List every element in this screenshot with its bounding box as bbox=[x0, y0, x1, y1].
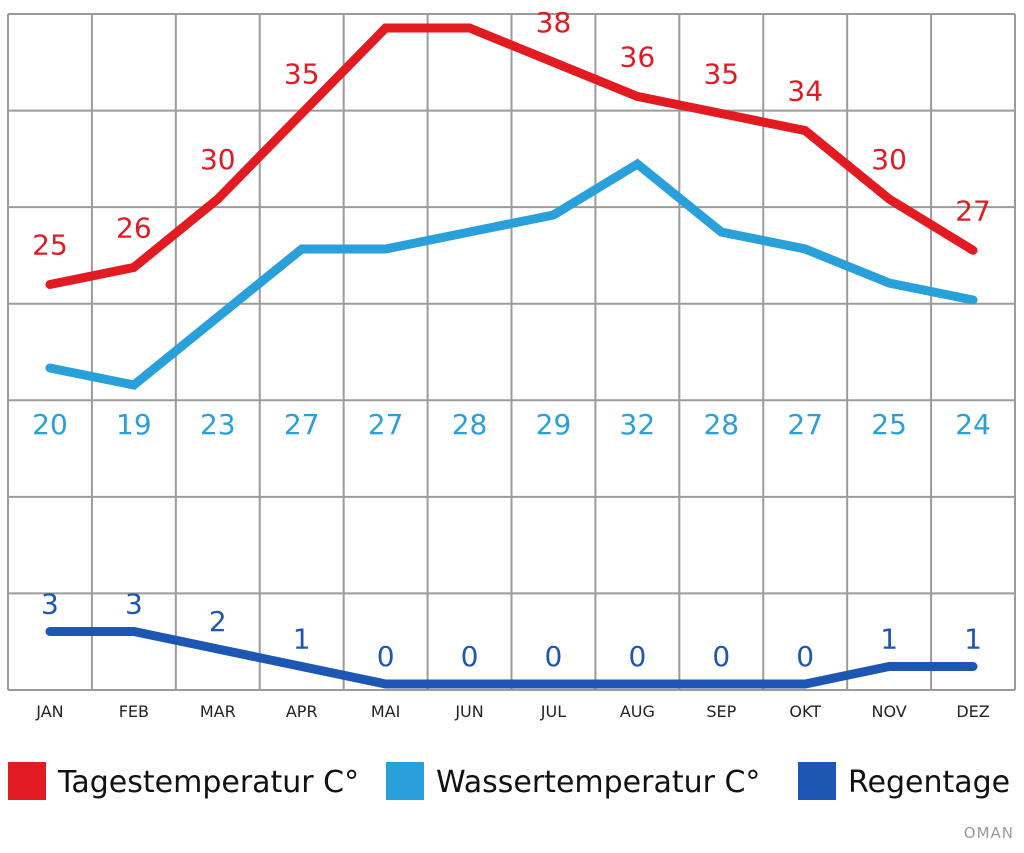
day-temp-label: 30 bbox=[871, 143, 907, 176]
rain-days-label: 3 bbox=[41, 588, 59, 621]
water-temp-label: 28 bbox=[452, 408, 488, 441]
x-tick-label: JAN bbox=[35, 702, 63, 721]
legend-label: Wassertemperatur C° bbox=[436, 765, 760, 800]
water-temp-label: 28 bbox=[703, 408, 739, 441]
x-tick-label: NOV bbox=[872, 702, 907, 721]
water-temp-label: 29 bbox=[536, 408, 572, 441]
x-tick-label: FEB bbox=[119, 702, 149, 721]
water-temp-label: 20 bbox=[32, 408, 68, 441]
x-tick-label: OKT bbox=[789, 702, 821, 721]
day-temp-label: 40 bbox=[368, 0, 404, 5]
day-temp-label: 25 bbox=[32, 229, 68, 262]
rain-days-label: 2 bbox=[209, 605, 227, 638]
water-temp-label: 27 bbox=[368, 408, 404, 441]
x-tick-label: APR bbox=[286, 702, 318, 721]
x-axis-ticks: JAN FEB MAR APR MAI JUN JUL AUG SEP OKT NOV DEZ bbox=[35, 702, 989, 721]
day-temp-label: 26 bbox=[116, 211, 152, 244]
rain-days-label: 1 bbox=[293, 623, 311, 656]
day-temp-label: 38 bbox=[536, 6, 572, 39]
rain-days-line bbox=[45, 627, 978, 689]
water-temp-label: 25 bbox=[871, 408, 907, 441]
rain-days-label: 0 bbox=[545, 640, 563, 673]
chart-grid bbox=[7, 13, 1016, 691]
legend-label: Regentage bbox=[848, 765, 1010, 800]
day-temp-label: 34 bbox=[787, 75, 823, 108]
day-temp-label: 36 bbox=[620, 40, 656, 73]
water-temp-line bbox=[45, 158, 978, 390]
x-tick-label: SEP bbox=[706, 702, 736, 721]
rain-days-label: 0 bbox=[377, 640, 395, 673]
day-temp-label: 27 bbox=[955, 194, 991, 227]
rain-days-label: 0 bbox=[628, 640, 646, 673]
legend: Tagestemperatur C° Wassertemperatur C° Reg… bbox=[8, 762, 1010, 800]
watermark: OMAN bbox=[964, 824, 1014, 842]
rain-days-label: 0 bbox=[712, 640, 730, 673]
legend-label: Tagestemperatur C° bbox=[57, 765, 359, 800]
rain-days-label: 0 bbox=[461, 640, 479, 673]
day-temp-label: 30 bbox=[200, 143, 236, 176]
x-tick-label: JUN bbox=[454, 702, 483, 721]
water-temp-label: 23 bbox=[200, 408, 236, 441]
water-temp-label: 27 bbox=[787, 408, 823, 441]
rain-days-label: 1 bbox=[880, 623, 898, 656]
day-temp-label: 40 bbox=[452, 0, 488, 5]
series-lines bbox=[45, 23, 978, 689]
x-tick-label: MAI bbox=[371, 702, 400, 721]
legend-swatch bbox=[798, 762, 836, 800]
data-labels: 2526303540403836353430272019232727282932… bbox=[32, 0, 991, 673]
rain-days-label: 0 bbox=[796, 640, 814, 673]
rain-days-label: 1 bbox=[964, 623, 982, 656]
water-temp-label: 19 bbox=[116, 408, 152, 441]
water-temp-label: 27 bbox=[284, 408, 320, 441]
water-temp-label: 32 bbox=[620, 408, 656, 441]
x-tick-label: JUL bbox=[540, 702, 566, 721]
x-tick-label: DEZ bbox=[956, 702, 989, 721]
x-tick-label: MAR bbox=[200, 702, 236, 721]
day-temp-label: 35 bbox=[284, 58, 320, 91]
day-temp-label: 35 bbox=[703, 58, 739, 91]
x-tick-label: AUG bbox=[620, 702, 655, 721]
legend-swatch bbox=[386, 762, 424, 800]
legend-swatch bbox=[8, 762, 46, 800]
water-temp-label: 24 bbox=[955, 408, 991, 441]
day-temp-line bbox=[45, 23, 978, 289]
rain-days-label: 3 bbox=[125, 588, 143, 621]
